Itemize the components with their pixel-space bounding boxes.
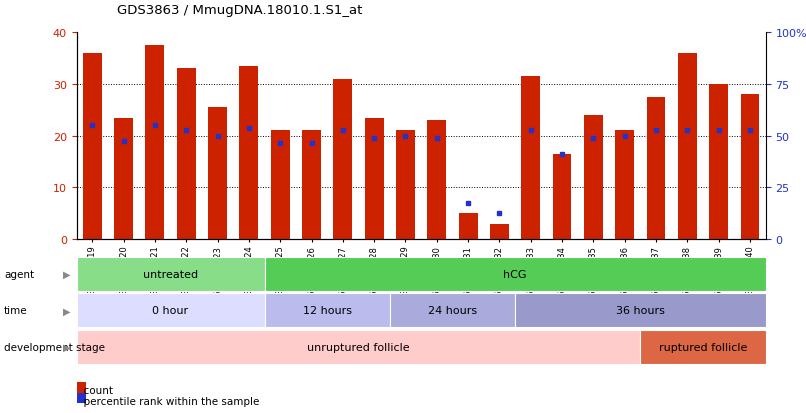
Text: ▶: ▶: [63, 306, 71, 316]
Text: count: count: [77, 385, 113, 395]
Bar: [615, 131, 634, 240]
Bar: [365, 118, 384, 240]
Bar: [396, 131, 415, 240]
Text: hCG: hCG: [504, 269, 527, 279]
Text: development stage: development stage: [4, 342, 105, 352]
Bar: [553, 154, 571, 240]
Text: ▶: ▶: [63, 269, 71, 279]
Bar: [521, 77, 540, 240]
Bar: [145, 46, 164, 240]
Bar: [302, 131, 321, 240]
Bar: [741, 95, 759, 240]
Text: percentile rank within the sample: percentile rank within the sample: [77, 396, 259, 406]
Bar: [646, 97, 666, 240]
Bar: [239, 66, 258, 240]
Bar: [584, 116, 603, 240]
Bar: [678, 54, 696, 240]
Text: GDS3863 / MmugDNA.18010.1.S1_at: GDS3863 / MmugDNA.18010.1.S1_at: [117, 4, 362, 17]
Text: 12 hours: 12 hours: [303, 306, 351, 316]
Text: 24 hours: 24 hours: [428, 306, 477, 316]
Bar: [208, 108, 227, 240]
Bar: [271, 131, 289, 240]
Bar: [114, 118, 133, 240]
Text: time: time: [4, 306, 27, 316]
Bar: [490, 224, 509, 240]
Bar: [83, 54, 102, 240]
Text: ▶: ▶: [63, 342, 71, 352]
Text: ruptured follicle: ruptured follicle: [659, 342, 747, 352]
Text: untreated: untreated: [143, 269, 198, 279]
Bar: [459, 214, 477, 240]
Bar: [177, 69, 196, 240]
Text: agent: agent: [4, 269, 34, 279]
Text: 36 hours: 36 hours: [616, 306, 665, 316]
Text: unruptured follicle: unruptured follicle: [307, 342, 409, 352]
Bar: [334, 79, 352, 240]
Text: 0 hour: 0 hour: [152, 306, 189, 316]
Bar: [427, 121, 447, 240]
Bar: [709, 85, 728, 240]
